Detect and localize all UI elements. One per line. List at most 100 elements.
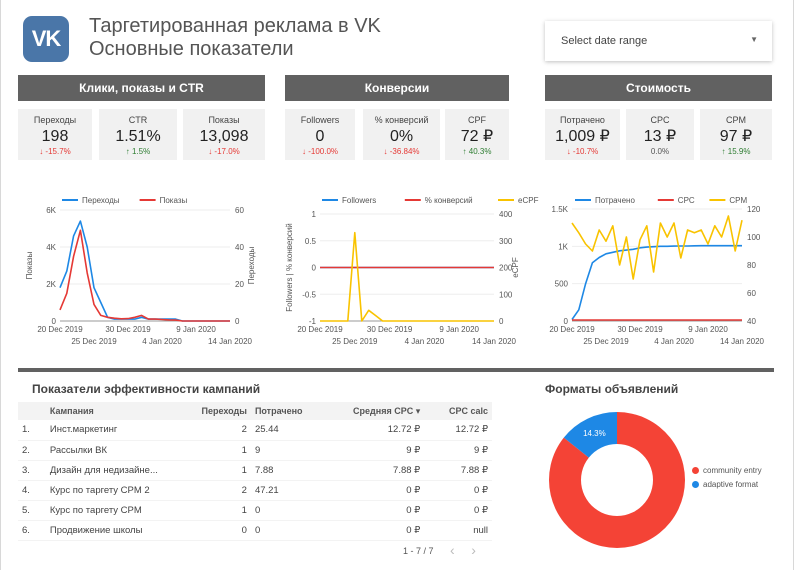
x-tick: 20 Dec 2019 bbox=[37, 325, 83, 334]
cell-spent: 7.88 bbox=[250, 460, 319, 481]
y-tick-left: 0 bbox=[52, 317, 57, 326]
y-tick-left: 1K bbox=[558, 242, 568, 251]
cell-avg-cpc: 7.88 ₽ bbox=[318, 460, 425, 481]
x-tick: 4 Jan 2020 bbox=[405, 337, 445, 346]
column-header-index bbox=[18, 402, 46, 420]
pie-slice bbox=[549, 412, 685, 548]
y-tick-right: 0 bbox=[499, 317, 504, 326]
y-tick-right: 400 bbox=[499, 210, 513, 219]
cell-spent: 9 bbox=[250, 440, 319, 461]
y-tick-left: 500 bbox=[555, 280, 569, 289]
x-tick: 14 Jan 2020 bbox=[720, 337, 765, 346]
y-axis-label-right: eCPF bbox=[511, 257, 520, 278]
cell-clicks: 2 bbox=[197, 480, 251, 501]
cell-spent: 25.44 bbox=[250, 420, 319, 441]
kpi-card: Followers 0 ↓ -100.0% bbox=[285, 109, 355, 160]
column-header-clicks[interactable]: Переходы bbox=[197, 402, 251, 420]
chevron-left-icon[interactable]: ‹ bbox=[450, 542, 455, 558]
table-pagination: 1 - 7 / 7 ‹ › bbox=[403, 541, 476, 558]
y-tick-right: 80 bbox=[747, 261, 756, 270]
cell-campaign: Курс по таргету CPM bbox=[45, 500, 198, 521]
cell-cpc-calc: null bbox=[424, 520, 492, 541]
row-index: 3. bbox=[18, 460, 46, 481]
kpi-card: CPF 72 ₽ ↑ 40.3% bbox=[445, 109, 509, 160]
cell-clicks: 1 bbox=[197, 440, 251, 461]
kpi-value: 97 ₽ bbox=[719, 128, 753, 145]
kpi-label: CTR bbox=[128, 115, 148, 125]
cell-spent: 0 bbox=[250, 500, 319, 521]
y-tick-right: 120 bbox=[747, 205, 761, 214]
y-tick-right: 100 bbox=[499, 290, 513, 299]
kpi-card: Показы 13,098 ↓ -17.0% bbox=[183, 109, 265, 160]
cell-clicks: 2 bbox=[197, 420, 251, 441]
date-range-selector[interactable]: Select date range ▼ bbox=[545, 21, 772, 61]
x-tick: 30 Dec 2019 bbox=[617, 325, 663, 334]
y-tick-left: 4K bbox=[46, 243, 56, 252]
column-header-spent[interactable]: Потрачено bbox=[250, 402, 319, 420]
kpi-delta: ↓ -36.84% bbox=[383, 147, 420, 156]
kpi-card: CPC 13 ₽ 0.0% bbox=[626, 109, 694, 160]
table-row: 3. Дизайн для недизайне... 1 7.88 7.88 ₽… bbox=[18, 460, 492, 481]
cell-cpc-calc: 9 ₽ bbox=[424, 440, 492, 461]
y-tick-right: 40 bbox=[747, 317, 756, 326]
kpi-value: 13,098 bbox=[199, 128, 249, 145]
x-tick: 9 Jan 2020 bbox=[176, 325, 216, 334]
legend-label: eCPF bbox=[518, 196, 539, 205]
kpi-delta: ↑ 1.5% bbox=[125, 147, 151, 156]
legend-dot-blue bbox=[692, 481, 699, 488]
x-tick: 25 Dec 2019 bbox=[332, 337, 378, 346]
pie-legend-label: adaptive format bbox=[703, 480, 759, 489]
cell-clicks: 1 bbox=[197, 460, 251, 481]
row-index: 5. bbox=[18, 500, 46, 521]
cell-cpc-calc: 7.88 ₽ bbox=[424, 460, 492, 481]
kpi-value: 1.51% bbox=[115, 128, 161, 145]
page-title: Таргетированная реклама в VK Основные по… bbox=[89, 15, 381, 61]
cell-campaign: Продвижение школы bbox=[45, 520, 198, 541]
pie-chart: 85.7%14.3% bbox=[549, 412, 685, 550]
kpi-card: Потрачено 1,009 ₽ ↓ -10.7% bbox=[545, 109, 620, 160]
column-header-campaign[interactable]: Кампания bbox=[45, 402, 198, 420]
x-tick: 20 Dec 2019 bbox=[549, 325, 595, 334]
kpi-delta: 0.0% bbox=[650, 147, 670, 156]
cell-avg-cpc: 0 ₽ bbox=[318, 520, 425, 541]
kpi-value: 1,009 ₽ bbox=[555, 128, 610, 145]
kpi-delta: ↓ -17.0% bbox=[208, 147, 240, 156]
cell-avg-cpc: 9 ₽ bbox=[318, 440, 425, 461]
pie-legend-item: community entry bbox=[692, 466, 762, 475]
kpi-label: Показы bbox=[208, 115, 240, 125]
legend-dot-red bbox=[692, 467, 699, 474]
series-line bbox=[320, 231, 494, 322]
y-tick-right: 100 bbox=[747, 233, 761, 242]
legend-label: % конверсий bbox=[425, 196, 473, 205]
cell-cpc-calc: 0 ₽ bbox=[424, 500, 492, 521]
vk-logo: VK bbox=[23, 16, 69, 62]
kpi-card: % конверсий 0% ↓ -36.84% bbox=[363, 109, 440, 160]
y-tick-left: -1 bbox=[309, 317, 317, 326]
y-tick-left: -0.5 bbox=[302, 290, 316, 299]
kpi-card: CTR 1.51% ↑ 1.5% bbox=[99, 109, 177, 160]
kpi-value: 13 ₽ bbox=[643, 128, 677, 145]
cell-avg-cpc: 0 ₽ bbox=[318, 480, 425, 501]
kpi-delta: ↑ 40.3% bbox=[462, 147, 492, 156]
x-tick: 30 Dec 2019 bbox=[367, 325, 413, 334]
legend-label: Показы bbox=[160, 196, 188, 205]
x-tick: 25 Dec 2019 bbox=[583, 337, 629, 346]
column-header-cpc-calc[interactable]: CPC calc bbox=[424, 402, 492, 420]
y-tick-right: 300 bbox=[499, 237, 513, 246]
kpi-delta: ↑ 15.9% bbox=[721, 147, 751, 156]
kpi-label: Followers bbox=[300, 115, 340, 125]
y-tick-right: 200 bbox=[499, 264, 513, 273]
cell-spent: 47.21 bbox=[250, 480, 319, 501]
chevron-right-icon[interactable]: › bbox=[471, 542, 476, 558]
kpi-label: Потрачено bbox=[560, 115, 605, 125]
y-axis-label-left: Показы bbox=[25, 251, 34, 279]
cell-avg-cpc: 0 ₽ bbox=[318, 500, 425, 521]
column-header-avg-cpc[interactable]: Средняя CPC ▾ bbox=[318, 402, 425, 420]
legend-label: CPC bbox=[678, 196, 695, 205]
y-tick-left: 2K bbox=[46, 280, 56, 289]
kpi-value: 72 ₽ bbox=[460, 128, 494, 145]
pie-slice-label: 14.3% bbox=[583, 429, 606, 438]
x-tick: 9 Jan 2020 bbox=[439, 325, 479, 334]
legend-label: Followers bbox=[342, 196, 376, 205]
x-tick: 4 Jan 2020 bbox=[654, 337, 694, 346]
